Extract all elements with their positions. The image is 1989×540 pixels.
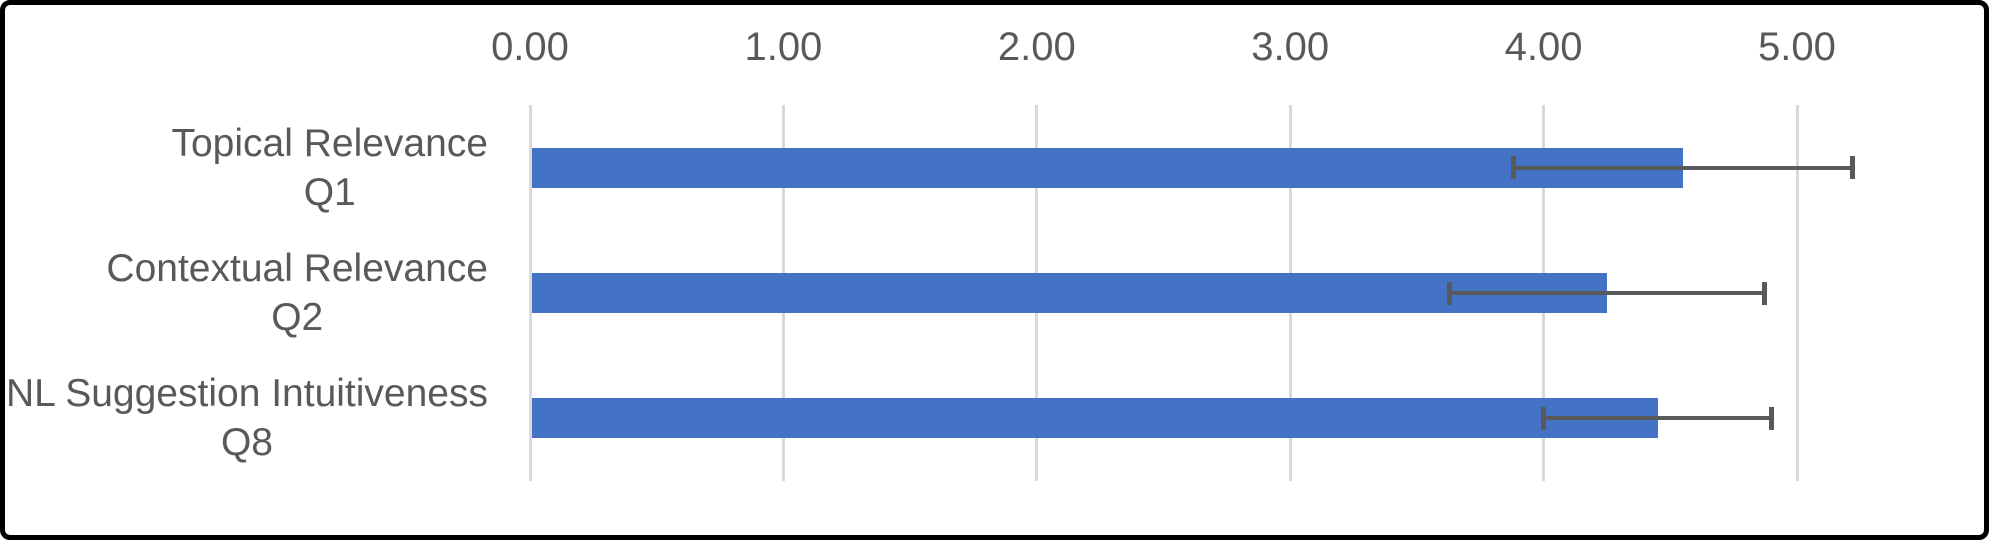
category-name: NL Suggestion Intuitiveness xyxy=(5,372,488,416)
x-axis-tick-label: 3.00 xyxy=(1251,25,1330,69)
category-label-text: Topical Relevance Q1 xyxy=(171,119,488,217)
category-question-code: Q1 xyxy=(303,170,356,214)
error-bar-cap-right xyxy=(1761,281,1767,305)
error-bar-q1 xyxy=(1513,165,1853,170)
category-name: Contextual Relevance xyxy=(106,247,488,290)
bar-q1 xyxy=(531,147,1683,188)
category-label-q1: Topical Relevance Q1 xyxy=(0,119,488,217)
error-bar-cap-left xyxy=(1510,156,1516,180)
bar-q8 xyxy=(531,398,1658,439)
category-question-code: Q8 xyxy=(220,421,273,465)
error-bar-cap-left xyxy=(1447,281,1453,305)
category-question-code: Q2 xyxy=(271,296,324,339)
category-label-text: Contextual Relevance Q2 xyxy=(106,244,488,342)
category-label-q8: NL Suggestion Intuitiveness Q8 xyxy=(0,369,488,467)
category-label-text: NL Suggestion Intuitiveness Q8 xyxy=(6,369,488,467)
x-axis-tick-label: 5.00 xyxy=(1758,25,1836,69)
x-axis-tick-label: 2.00 xyxy=(997,25,1076,69)
error-bar-q8 xyxy=(1543,416,1772,421)
category-name: Topical Relevance xyxy=(171,121,488,165)
error-bar-cap-left xyxy=(1541,406,1547,430)
x-axis-tick-label: 0.00 xyxy=(491,25,569,69)
error-bar-cap-right xyxy=(1769,406,1775,430)
error-bar-q2 xyxy=(1449,291,1765,295)
error-bar-cap-right xyxy=(1850,156,1856,180)
bar-q2 xyxy=(531,273,1607,313)
category-label-q2: Contextual Relevance Q2 xyxy=(0,244,488,342)
gridline-5.00 xyxy=(1795,105,1799,481)
x-axis-tick-label: 1.00 xyxy=(744,25,823,69)
gridline-0.00 xyxy=(528,105,532,481)
x-axis-tick-label: 4.00 xyxy=(1504,25,1583,69)
